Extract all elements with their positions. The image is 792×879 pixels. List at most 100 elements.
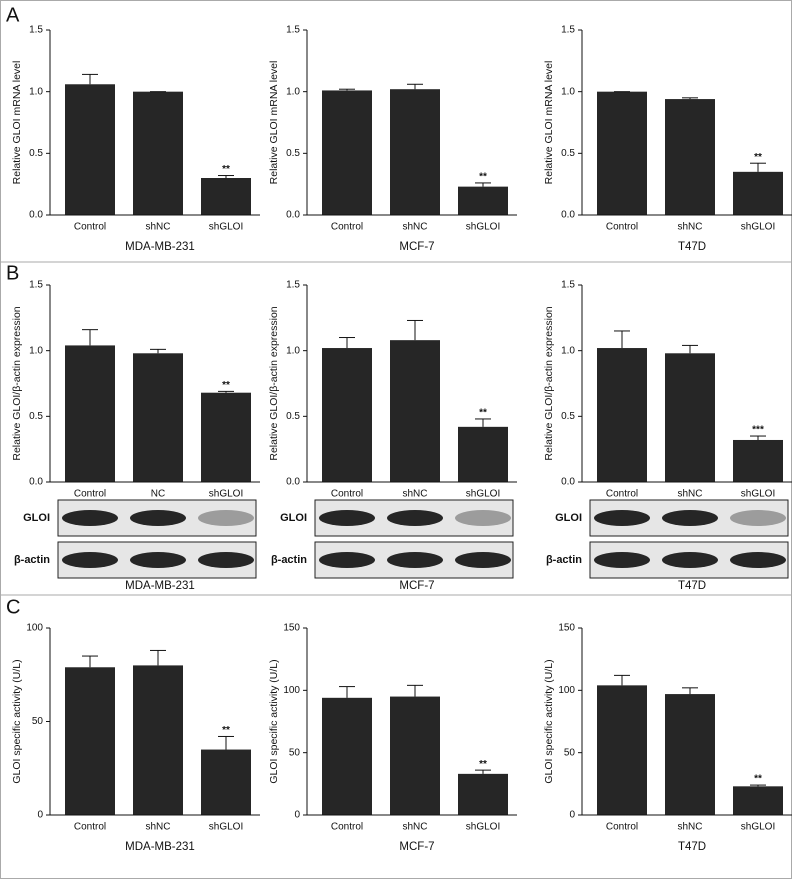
x-tick-label: shGLOI xyxy=(741,822,775,833)
blot-band xyxy=(594,552,650,568)
y-tick-label: 50 xyxy=(289,747,301,758)
blot-band xyxy=(198,552,254,568)
x-tick-label: shGLOI xyxy=(209,822,243,833)
y-tick-label: 1.0 xyxy=(286,86,300,97)
blot-band xyxy=(730,510,786,526)
x-tick-label: NC xyxy=(151,489,165,500)
blot-band xyxy=(662,552,718,568)
y-tick-label: 100 xyxy=(26,623,43,634)
y-tick-label: 0 xyxy=(294,810,300,821)
y-axis-label: Relative GLOI/β-actin expression xyxy=(11,306,23,460)
bar xyxy=(65,667,115,815)
y-tick-label: 0.5 xyxy=(29,148,43,159)
blot-band xyxy=(662,510,718,526)
y-tick-label: 1.5 xyxy=(29,280,43,291)
x-tick-label: Control xyxy=(74,222,106,233)
y-tick-label: 100 xyxy=(283,685,300,696)
x-tick-label: Control xyxy=(331,222,363,233)
y-tick-label: 1.5 xyxy=(286,280,300,291)
x-tick-label: shNC xyxy=(402,822,427,833)
significance: ** xyxy=(222,164,230,175)
x-tick-label: Control xyxy=(606,822,638,833)
panel-label: B xyxy=(6,262,19,284)
y-tick-label: 1.0 xyxy=(561,345,575,356)
x-tick-label: shGLOI xyxy=(741,222,775,233)
x-axis-label: T47D xyxy=(678,580,706,592)
x-tick-label: Control xyxy=(74,489,106,500)
y-tick-label: 1.0 xyxy=(29,86,43,97)
y-tick-label: 1.0 xyxy=(561,86,575,97)
bar xyxy=(665,99,715,215)
y-tick-label: 0 xyxy=(569,810,575,821)
blot-band xyxy=(387,510,443,526)
x-tick-label: shNC xyxy=(677,222,702,233)
blot-band xyxy=(62,552,118,568)
blot-band xyxy=(198,510,254,526)
x-tick-label: shGLOI xyxy=(209,489,243,500)
significance: ** xyxy=(479,408,487,419)
y-tick-label: 0 xyxy=(37,810,43,821)
x-axis-label: MCF-7 xyxy=(399,580,434,592)
y-tick-label: 0.5 xyxy=(286,411,300,422)
y-tick-label: 0.5 xyxy=(286,148,300,159)
x-tick-label: shNC xyxy=(402,222,427,233)
bar xyxy=(65,84,115,216)
bar xyxy=(458,426,508,482)
bar xyxy=(597,91,647,215)
x-tick-label: shGLOI xyxy=(209,222,243,233)
bar xyxy=(133,665,183,815)
y-tick-label: 1.0 xyxy=(29,345,43,356)
bar xyxy=(597,348,647,482)
x-tick-label: shGLOI xyxy=(741,489,775,500)
bar xyxy=(390,340,440,482)
blot-label: GLOI xyxy=(23,512,50,524)
bar xyxy=(201,392,251,482)
y-tick-label: 1.0 xyxy=(286,345,300,356)
y-axis-label: Relative GLOI mRNA level xyxy=(543,61,555,185)
blot-band xyxy=(130,510,186,526)
significance: ** xyxy=(222,380,230,391)
x-tick-label: Control xyxy=(606,489,638,500)
x-axis-label: MDA-MB-231 xyxy=(125,580,195,592)
blot-band xyxy=(730,552,786,568)
significance: *** xyxy=(752,425,764,436)
bar xyxy=(65,345,115,482)
y-tick-label: 0.0 xyxy=(561,477,575,488)
y-tick-label: 0.0 xyxy=(29,210,43,221)
blot-band xyxy=(455,552,511,568)
y-tick-label: 0.0 xyxy=(286,477,300,488)
y-tick-label: 0.0 xyxy=(29,477,43,488)
blot-band xyxy=(62,510,118,526)
bar xyxy=(733,171,783,215)
bar xyxy=(733,439,783,482)
x-tick-label: Control xyxy=(331,822,363,833)
significance: ** xyxy=(479,759,487,770)
blot-band xyxy=(319,552,375,568)
blot-label: β-actin xyxy=(271,554,307,566)
y-tick-label: 1.5 xyxy=(29,25,43,36)
blot-band xyxy=(594,510,650,526)
x-tick-label: shGLOI xyxy=(466,489,500,500)
bar xyxy=(390,89,440,215)
significance: ** xyxy=(222,725,230,736)
blot-band xyxy=(319,510,375,526)
bar xyxy=(733,786,783,815)
y-axis-label: GLOI specific activity (U/L) xyxy=(11,659,23,783)
y-axis-label: GLOI specific activity (U/L) xyxy=(268,659,280,783)
significance: ** xyxy=(754,774,762,785)
x-tick-label: shNC xyxy=(677,822,702,833)
y-tick-label: 150 xyxy=(283,623,300,634)
x-tick-label: shNC xyxy=(145,822,170,833)
y-tick-label: 0.5 xyxy=(561,411,575,422)
blot-label: GLOI xyxy=(280,512,307,524)
x-tick-label: shGLOI xyxy=(466,822,500,833)
x-tick-label: Control xyxy=(331,489,363,500)
x-axis-label: MCF-7 xyxy=(399,841,434,853)
bar xyxy=(665,694,715,815)
y-axis-label: GLOI specific activity (U/L) xyxy=(543,659,555,783)
x-axis-label: MCF-7 xyxy=(399,241,434,253)
significance: ** xyxy=(754,152,762,163)
significance: ** xyxy=(479,172,487,183)
y-axis-label: Relative GLOI mRNA level xyxy=(11,61,23,185)
x-tick-label: Control xyxy=(74,822,106,833)
